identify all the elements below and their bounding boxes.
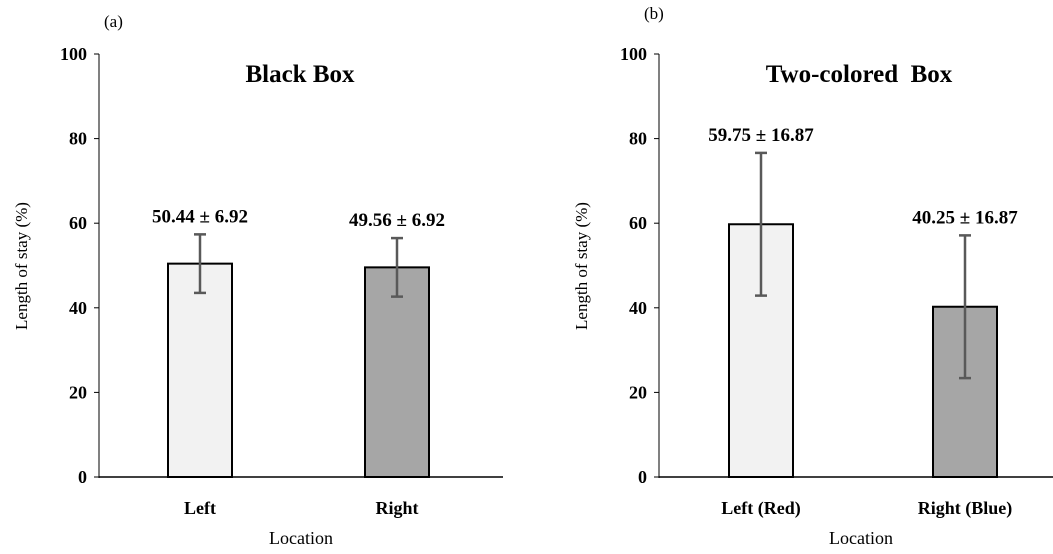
panel-b-y-ticks: 0 20 40 60 80 100: [620, 44, 659, 487]
panel-b-error-bar-right: [959, 234, 971, 380]
panel-b-data-label-right: 40.25 ± 16.87: [912, 207, 1018, 228]
panel-b-y-tick-label: 60: [629, 213, 647, 233]
panel-b-x-tick-label-left: Left (Red): [721, 498, 800, 519]
panel-b-y-tick-label: 100: [620, 44, 647, 64]
panel-a-y-tick-label: 80: [69, 129, 87, 149]
panel-b-y-tick-label: 0: [638, 467, 647, 487]
panel-a-y-ticks: 0 20 40 60 80 100: [60, 44, 99, 487]
panel-a-title: Black Box: [245, 61, 355, 88]
panel-a-x-axis-label: Location: [269, 528, 333, 548]
panel-a-data-label-left: 50.44 ± 6.92: [152, 206, 248, 227]
panel-a-y-tick-label: 60: [69, 213, 87, 233]
panel-b-x-ticks: Left (Red) Right (Blue): [721, 498, 1012, 519]
panel-a: (a) Black Box Length of stay (%) Locatio…: [12, 12, 503, 548]
panel-b-x-tick-label-right: Right (Blue): [918, 498, 1013, 519]
panel-a-data-label-right: 49.56 ± 6.92: [349, 210, 445, 231]
panel-a-data-labels: 50.44 ± 6.92 49.56 ± 6.92: [152, 206, 445, 231]
panel-a-y-tick-label: 0: [78, 467, 87, 487]
panel-a-error-bar-left: [194, 233, 206, 295]
panel-b-title: Two-colored Box: [766, 61, 953, 88]
panel-a-label: (a): [104, 12, 123, 31]
panel-b-y-tick-label: 80: [629, 129, 647, 149]
panel-b-x-axis-label: Location: [829, 528, 893, 548]
panel-a-y-tick-label: 40: [69, 298, 87, 318]
panel-a-x-ticks: Left Right: [184, 498, 419, 518]
panel-a-y-axis-label: Length of stay (%): [12, 202, 31, 330]
panel-a-error-bars: [194, 233, 403, 298]
panel-b-y-tick-label: 20: [629, 382, 647, 402]
panel-b-y-axis-label: Length of stay (%): [572, 202, 591, 330]
panel-a-x-tick-label-right: Right: [375, 498, 418, 518]
panel-b-y-tick-label: 40: [629, 298, 647, 318]
panel-b-bars: [728, 223, 998, 478]
panel-b-data-labels: 59.75 ± 16.87 40.25 ± 16.87: [708, 125, 1018, 228]
panel-b-label: (b): [644, 4, 664, 23]
panel-a-error-bar-right: [391, 236, 403, 298]
panel-a-y-tick-label: 20: [69, 382, 87, 402]
panel-b: (b) Two-colored Box Length of stay (%) L…: [572, 4, 1053, 548]
panel-a-bars: [167, 262, 430, 478]
panel-b-error-bars: [755, 151, 971, 380]
panel-a-x-tick-label-left: Left: [184, 498, 216, 518]
panel-b-data-label-left: 59.75 ± 16.87: [708, 125, 814, 146]
panel-a-bar-left: [167, 262, 233, 478]
panel-b-error-bar-left: [755, 151, 767, 297]
panel-a-y-tick-label: 100: [60, 44, 87, 64]
panel-a-bar-right: [364, 266, 430, 478]
